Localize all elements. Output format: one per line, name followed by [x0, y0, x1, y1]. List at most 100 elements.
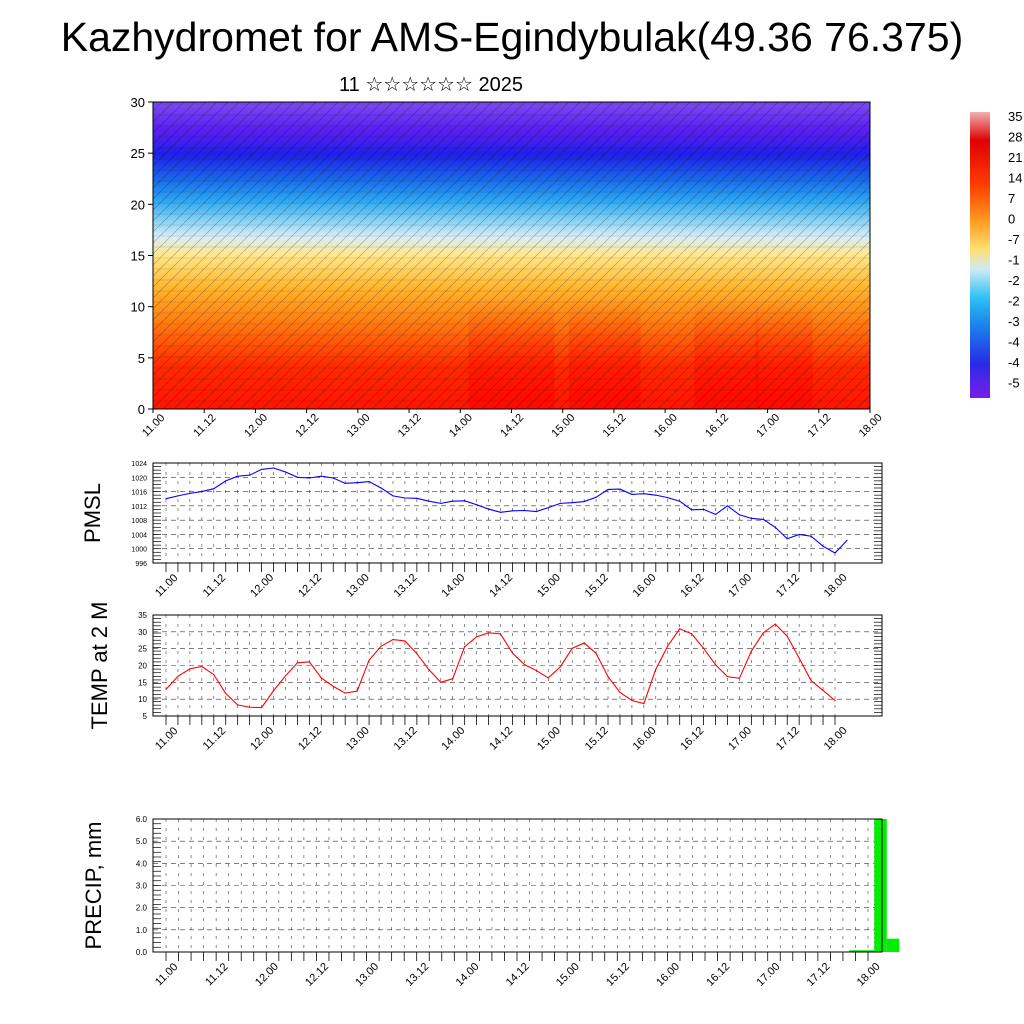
precip-bar [874, 819, 887, 952]
data-point [440, 681, 442, 683]
data-point [356, 482, 358, 484]
x-tick-label: 13.00 [353, 961, 381, 989]
colorbar-label: 21 [1008, 150, 1022, 165]
heatmap-y-tick-label: 15 [131, 249, 145, 264]
data-point [344, 482, 346, 484]
x-tick-label: 12.12 [303, 961, 331, 989]
y-tick-label: 1008 [131, 518, 147, 525]
data-point [762, 632, 764, 634]
heatmap-y-tick-label: 25 [131, 146, 145, 161]
heatmap-x-axis: 11.00 11.12 12.00 12.12 13.00 13.12 14.00 14.12… [140, 409, 885, 440]
x-tick-label: 16.12 [678, 572, 706, 600]
data-point [810, 535, 812, 537]
x-tick-label: 15.12 [583, 572, 611, 600]
colorbar-label: 7 [1008, 191, 1015, 206]
data-point [607, 488, 609, 491]
data-point [284, 675, 287, 677]
x-tick-label: 17.00 [726, 572, 754, 600]
data-point [822, 689, 824, 692]
data-point [464, 500, 466, 502]
data-point [284, 471, 287, 473]
y-tick-label: 10 [138, 695, 147, 704]
data-point [631, 699, 633, 702]
data-point [595, 496, 597, 498]
x-tick-label: 15.00 [554, 961, 582, 989]
data-point [822, 545, 824, 547]
data-point [368, 480, 370, 483]
data-point [476, 636, 478, 638]
temp-panel: 5 10 15 20 25 30 35 11.00 11.12 12.00 12.12 13.00 13… [87, 602, 883, 753]
x-tick-label: 14.12 [487, 725, 515, 753]
x-tick-label: 13.00 [344, 725, 372, 753]
data-point [499, 511, 502, 513]
x-tick-label: 12.00 [248, 725, 276, 753]
x-tick-label: 14.00 [439, 725, 467, 753]
heatmap-x-tick-label: 16.12 [703, 412, 731, 440]
x-tick-label: 16.00 [631, 572, 659, 600]
data-point [356, 690, 358, 692]
data-point [392, 495, 394, 497]
heatmap-x-tick-label: 12.00 [242, 412, 270, 440]
data-point [535, 669, 537, 672]
heatmap-x-tick-label: 14.00 [447, 412, 475, 440]
data-point [702, 647, 705, 649]
data-point [332, 685, 334, 687]
y-axis-label: PRECIP, mm [81, 822, 106, 950]
data-point [750, 650, 752, 652]
data-point [523, 509, 525, 512]
data-point [296, 476, 299, 478]
data-point [738, 514, 741, 516]
x-tick-label: 13.12 [392, 725, 420, 753]
y-tick-label: 996 [135, 561, 147, 568]
y-tick-label: 35 [138, 611, 147, 620]
panel-frame [152, 462, 883, 564]
x-tick-label: 12.12 [296, 572, 324, 600]
data-point [308, 477, 310, 479]
precip-bar [886, 938, 900, 952]
x-tick-label: 16.00 [631, 725, 659, 753]
data-point [571, 647, 573, 649]
data-point [380, 645, 382, 647]
data-point [619, 488, 621, 490]
data-point [511, 652, 514, 654]
y-axis-label: TEMP at 2 M [87, 602, 112, 730]
colorbar-label: 14 [1008, 171, 1022, 186]
colorbar: 35 28 21 14 7 0 -7 -1 -2 -2 -3 -4 -4 -5 [970, 109, 1022, 398]
data-point [428, 668, 430, 671]
y-tick-label: 1024 [131, 461, 147, 468]
data-point [667, 497, 669, 499]
data-point [750, 517, 752, 519]
x-tick-label: 11.12 [201, 725, 228, 752]
x-tick-label: 18.00 [822, 572, 850, 600]
colorbar-labels: 35 28 21 14 7 0 -7 -1 -2 -2 -3 -4 -4 -5 [1008, 109, 1022, 391]
data-point [726, 676, 729, 678]
heatmap-y-tick-label: 5 [138, 351, 145, 366]
data-point [177, 675, 179, 677]
y-tick-label: 1020 [131, 475, 147, 482]
data-point [583, 642, 585, 644]
x-tick-label: 13.12 [392, 572, 420, 600]
data-point [249, 474, 251, 476]
data-point [726, 505, 729, 507]
data-point [320, 475, 322, 477]
data-point [201, 665, 203, 668]
y-tick-label: 30 [138, 628, 147, 637]
data-point [631, 493, 633, 496]
data-point [810, 680, 812, 682]
colorbar-label: -4 [1008, 335, 1020, 350]
data-point [165, 688, 167, 691]
y-tick-label: 25 [138, 645, 147, 654]
heatmap-x-tick-label: 12.12 [293, 412, 321, 440]
heatmap-y-tick-label: 10 [131, 300, 145, 315]
data-point [714, 513, 717, 516]
data-point [607, 676, 609, 678]
data-point [583, 500, 585, 503]
data-point [416, 497, 418, 499]
heatmap-x-tick-label: 13.12 [396, 412, 424, 440]
colorbar-gradient [970, 112, 990, 398]
data-point [523, 663, 525, 666]
colorbar-label: -2 [1008, 273, 1020, 288]
data-point [320, 677, 322, 679]
data-point [762, 518, 764, 521]
data-point [643, 493, 645, 495]
